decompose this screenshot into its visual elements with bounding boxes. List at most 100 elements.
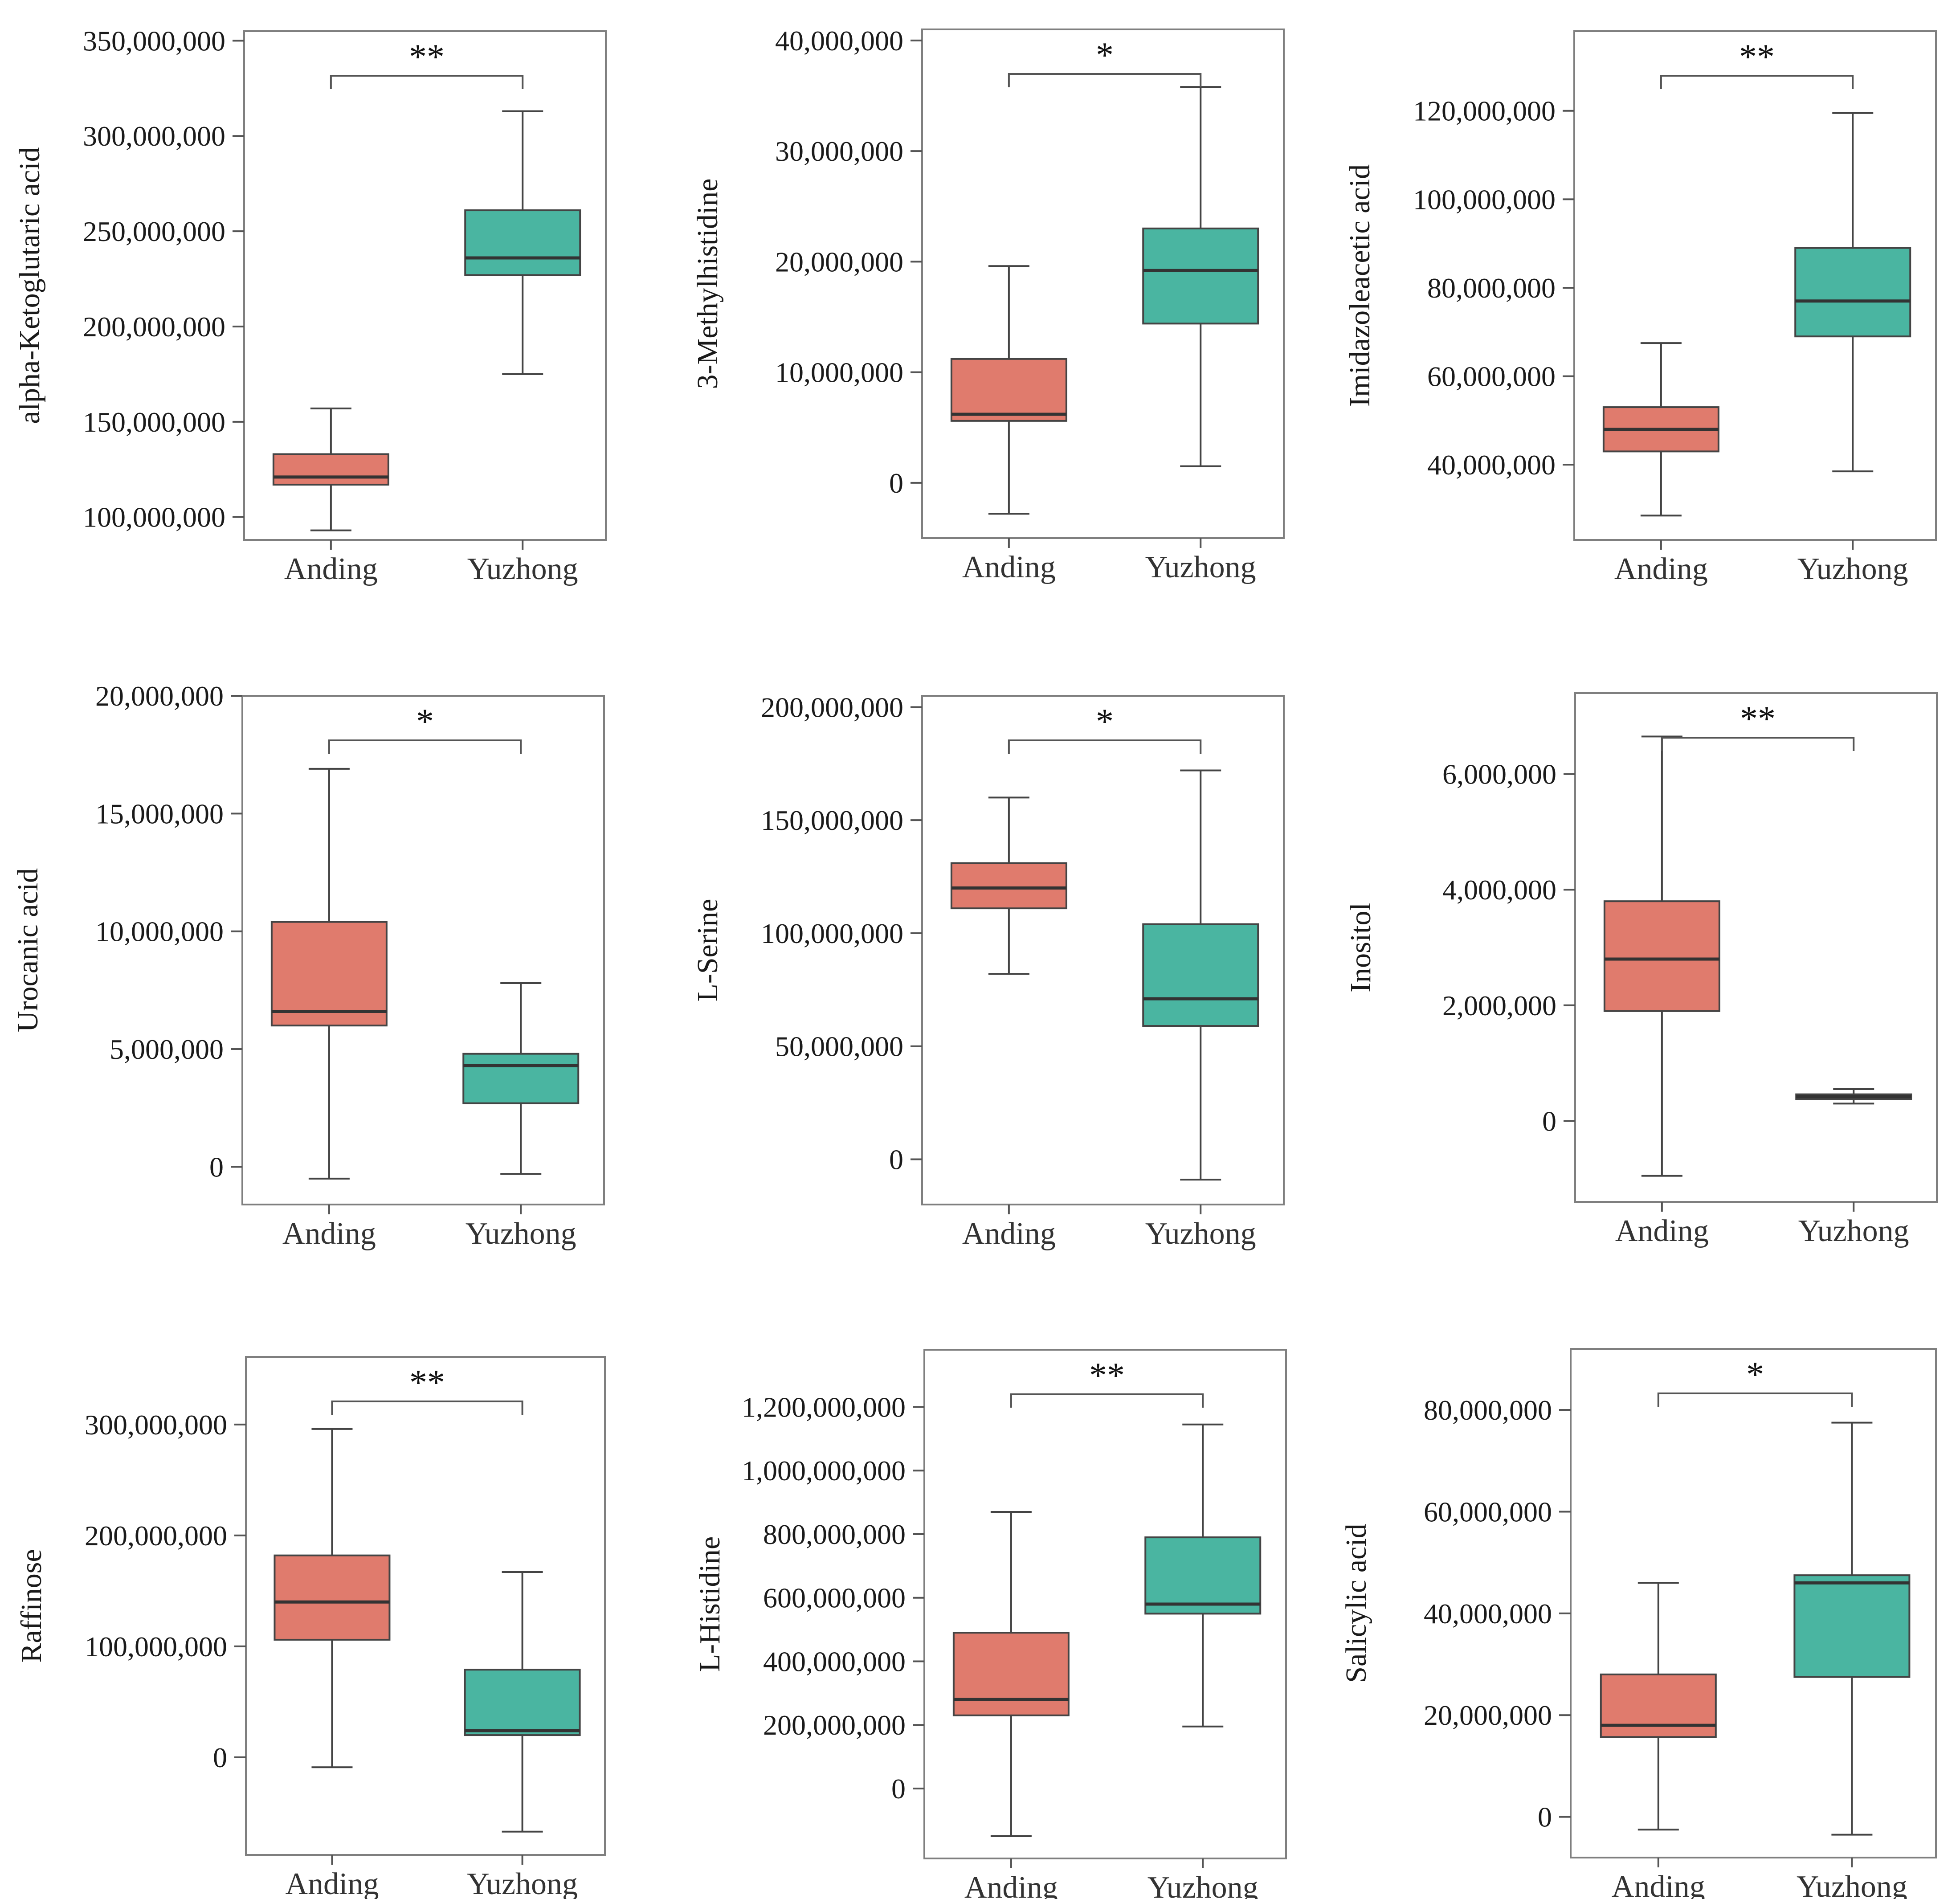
y-tick-label: 6,000,000 [1442, 759, 1556, 790]
box-body [950, 862, 1067, 910]
x-category-label: Anding [962, 550, 1056, 584]
significance-bracket [1008, 739, 1202, 754]
y-axis-title: Imidazoleacetic acid [1343, 164, 1376, 407]
box-yuzhong [1142, 769, 1259, 1181]
x-category-label: Anding [964, 1870, 1058, 1899]
y-tick-label: 20,000,000 [95, 680, 224, 712]
x-category-label: Yuzhong [1798, 1214, 1909, 1248]
box-anding [274, 1428, 391, 1768]
y-tick-label: 100,000,000 [761, 918, 903, 949]
box-yuzhong [1795, 1088, 1912, 1105]
box-anding [270, 768, 388, 1180]
x-category-label: Anding [1615, 1214, 1709, 1248]
box-anding [1603, 735, 1720, 1177]
plot-frame [245, 1356, 606, 1856]
box-body [464, 1669, 581, 1736]
y-tick-label: 250,000,000 [83, 216, 225, 247]
box-body [274, 1554, 391, 1641]
y-tick-label: 10,000,000 [775, 357, 903, 388]
box-body [1142, 227, 1259, 325]
box-body [270, 921, 388, 1027]
box-anding [950, 265, 1067, 515]
y-tick-label: 800,000,000 [763, 1519, 906, 1550]
plot-frame [923, 1349, 1287, 1859]
y-tick-label: 0 [213, 1742, 227, 1773]
box-anding [272, 407, 389, 531]
y-tick-label: 350,000,000 [83, 25, 225, 57]
plot-frame [1574, 692, 1938, 1203]
box-yuzhong [1144, 1423, 1262, 1727]
y-tick-label: 600,000,000 [763, 1582, 906, 1614]
y-tick-label: 2,000,000 [1442, 990, 1556, 1021]
significance-marker: ** [409, 37, 445, 77]
y-tick-label: 15,000,000 [95, 798, 224, 829]
box-yuzhong [1794, 112, 1911, 473]
plot-frame [921, 695, 1285, 1205]
y-tick-label: 0 [891, 1773, 906, 1805]
box-yuzhong [1793, 1421, 1911, 1836]
y-tick-label: 200,000,000 [85, 1520, 227, 1552]
x-category-label: Anding [284, 552, 378, 586]
significance-bracket [328, 739, 522, 754]
y-tick-label: 4,000,000 [1442, 874, 1556, 906]
y-axis-title: Urocanic acid [12, 868, 44, 1032]
plot-frame [243, 30, 607, 541]
y-tick-label: 20,000,000 [1424, 1699, 1552, 1731]
y-tick-label: 1,000,000,000 [742, 1455, 906, 1487]
y-tick-label: 300,000,000 [85, 1409, 227, 1441]
box-body [462, 1053, 580, 1104]
y-tick-label: 80,000,000 [1427, 272, 1556, 304]
box-body [1793, 1574, 1911, 1678]
y-tick-label: 300,000,000 [83, 120, 225, 152]
significance-bracket [1657, 1393, 1853, 1407]
y-tick-label: 10,000,000 [95, 916, 224, 947]
x-category-label: Yuzhong [1145, 1217, 1256, 1251]
y-axis-title: alpha-Ketoglutaric acid [13, 147, 46, 424]
plot-frame [241, 695, 605, 1205]
significance-marker: ** [1740, 699, 1776, 739]
significance-bracket [1660, 75, 1854, 89]
box-body [1600, 1673, 1717, 1738]
box-anding [950, 796, 1067, 975]
y-tick-label: 50,000,000 [775, 1031, 903, 1062]
y-tick-label: 20,000,000 [775, 246, 903, 278]
y-tick-label: 400,000,000 [763, 1646, 906, 1677]
y-tick-label: 40,000,000 [1424, 1598, 1552, 1629]
chart-panel-7: 0 100,000,000 200,000,000 300,000,000 Raffin… [15, 1356, 606, 1899]
x-category-label: Anding [285, 1867, 379, 1899]
significance-marker: * [416, 702, 434, 741]
chart-panel-5: 0 50,000,000 100,000,000 150,000,000 200,000… [691, 691, 1285, 1251]
x-category-label: Yuzhong [467, 1867, 578, 1899]
y-tick-label: 60,000,000 [1424, 1496, 1552, 1527]
y-axis-title: Inositol [1344, 903, 1377, 992]
box-yuzhong [464, 110, 581, 375]
significance-marker: * [1096, 702, 1114, 741]
significance-bracket [1661, 737, 1855, 751]
box-anding [1602, 342, 1719, 517]
chart-panel-9: 0 20,000,000 40,000,000 60,000,000 80,000,00… [1340, 1348, 1937, 1899]
y-tick-label: 5,000,000 [110, 1033, 224, 1065]
x-category-label: Yuzhong [1145, 550, 1256, 584]
box-body [950, 358, 1067, 422]
y-tick-label: 40,000,000 [1427, 449, 1556, 481]
plot-frame [1570, 1348, 1937, 1858]
y-tick-label: 60,000,000 [1427, 361, 1556, 392]
box-anding [1600, 1582, 1717, 1831]
significance-marker: ** [1089, 1356, 1125, 1395]
significance-marker: ** [1739, 37, 1775, 77]
significance-bracket [1010, 1393, 1204, 1408]
chart-panel-2: 0 10,000,000 20,000,000 30,000,000 40,000,00… [691, 25, 1285, 584]
significance-marker: * [1746, 1355, 1764, 1394]
box-body [1144, 1536, 1262, 1615]
x-category-label: Yuzhong [1147, 1870, 1258, 1899]
box-body [272, 453, 389, 486]
box-anding [952, 1511, 1070, 1838]
chart-panel-8: 0 200,000,000 400,000,000 600,000,000 800,00… [694, 1349, 1287, 1899]
box-body [1794, 247, 1911, 338]
chart-panel-3: 40,000,000 60,000,000 80,000,000 100,000,00… [1343, 30, 1937, 586]
y-axis-title: L-Serine [691, 899, 724, 1002]
y-tick-label: 0 [889, 467, 903, 499]
box-yuzhong [1142, 86, 1259, 467]
y-axis-title: Salicylic acid [1340, 1523, 1372, 1683]
